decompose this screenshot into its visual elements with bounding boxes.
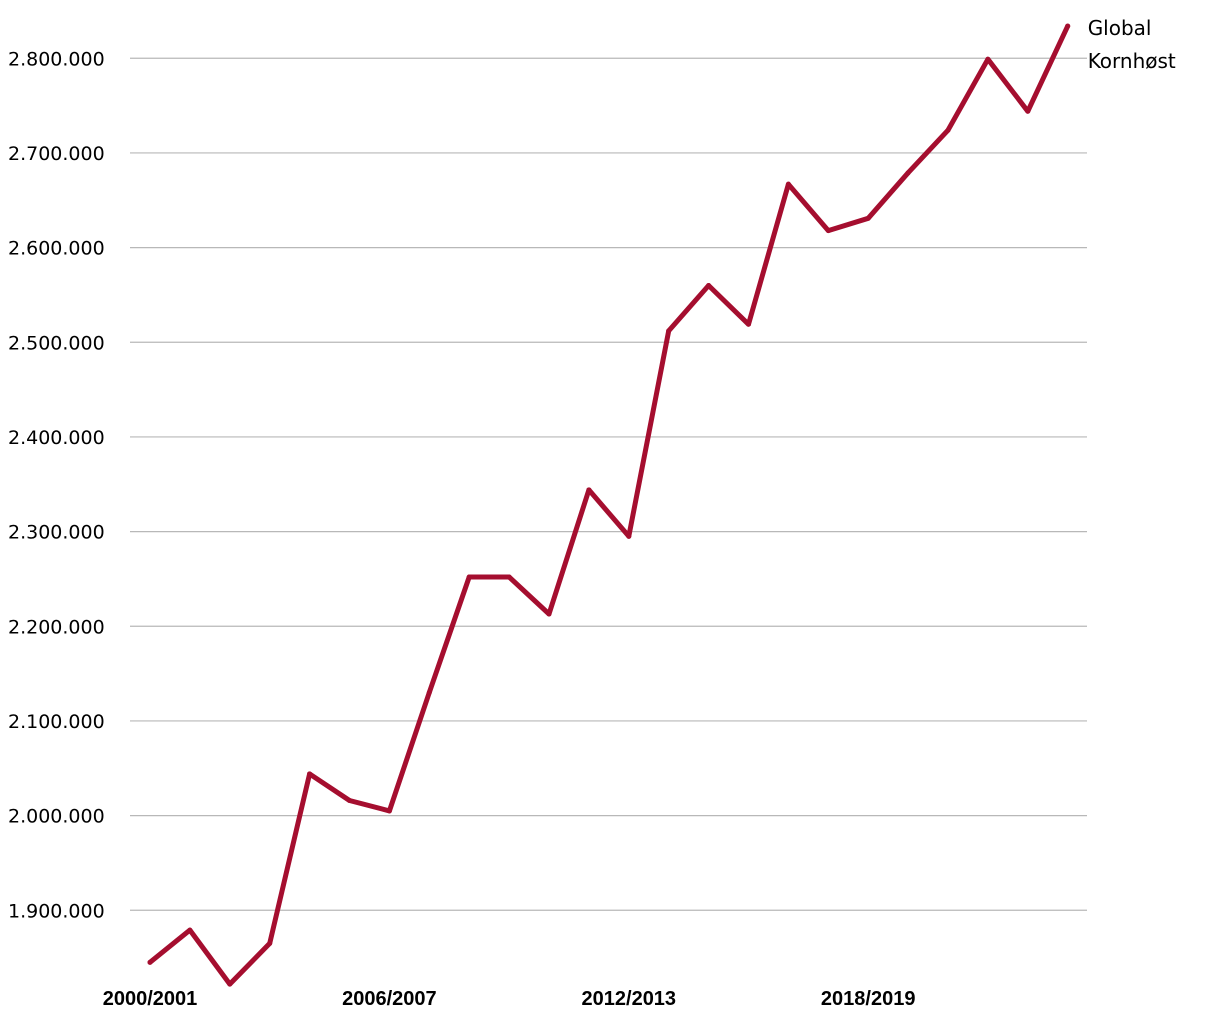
data-point — [1025, 108, 1031, 114]
x-tick-label: 2018/2019 — [821, 988, 916, 1010]
data-point — [227, 981, 233, 987]
data-point — [267, 940, 273, 946]
data-point — [746, 321, 751, 327]
y-tick-label: 2.100.000 — [8, 711, 105, 733]
data-point — [1065, 23, 1071, 29]
data-point — [586, 487, 592, 493]
y-tick-label: 1.900.000 — [8, 900, 105, 922]
series-lines — [147, 23, 1071, 987]
series-label: Global Kornhøst — [1088, 16, 1176, 73]
y-tick-label: 2.700.000 — [8, 143, 105, 165]
y-tick-label: 2.200.000 — [8, 616, 105, 638]
data-point — [147, 959, 153, 965]
data-point — [307, 771, 313, 777]
series-label-line: Kornhøst — [1088, 49, 1176, 73]
y-axis-tick-labels: 1.900.000 2.000.000 2.100.000 2.200.000 2.30… — [8, 48, 105, 922]
y-tick-label: 2.300.000 — [8, 522, 105, 544]
data-point — [466, 574, 472, 580]
series-line-global-kornhost — [147, 23, 1071, 987]
data-point — [985, 56, 991, 62]
x-tick-label: 2000/2001 — [103, 988, 198, 1010]
y-tick-label: 2.000.000 — [8, 806, 105, 828]
data-point — [546, 611, 552, 617]
y-tick-label: 2.500.000 — [8, 332, 105, 354]
series-label-line: Global — [1088, 16, 1152, 40]
data-point — [626, 533, 632, 539]
gridlines — [130, 57, 1087, 911]
x-tick-label: 2006/2007 — [342, 988, 437, 1010]
data-point — [945, 127, 951, 133]
data-point — [347, 797, 352, 803]
data-point — [386, 808, 392, 814]
data-point — [905, 170, 911, 176]
data-point — [706, 282, 712, 288]
x-axis-tick-labels: 2000/2001 2006/2007 2012/2013 2018/2019 — [103, 988, 916, 1010]
y-tick-label: 2.400.000 — [8, 427, 105, 449]
data-point — [785, 181, 791, 187]
x-tick-label: 2012/2013 — [582, 988, 677, 1010]
data-point — [187, 927, 193, 933]
y-tick-label: 2.800.000 — [8, 48, 105, 70]
data-point — [506, 574, 512, 580]
data-point — [666, 328, 672, 334]
data-point — [865, 215, 871, 221]
data-point — [426, 690, 432, 696]
y-tick-label: 2.600.000 — [8, 238, 105, 260]
data-point — [825, 228, 831, 234]
